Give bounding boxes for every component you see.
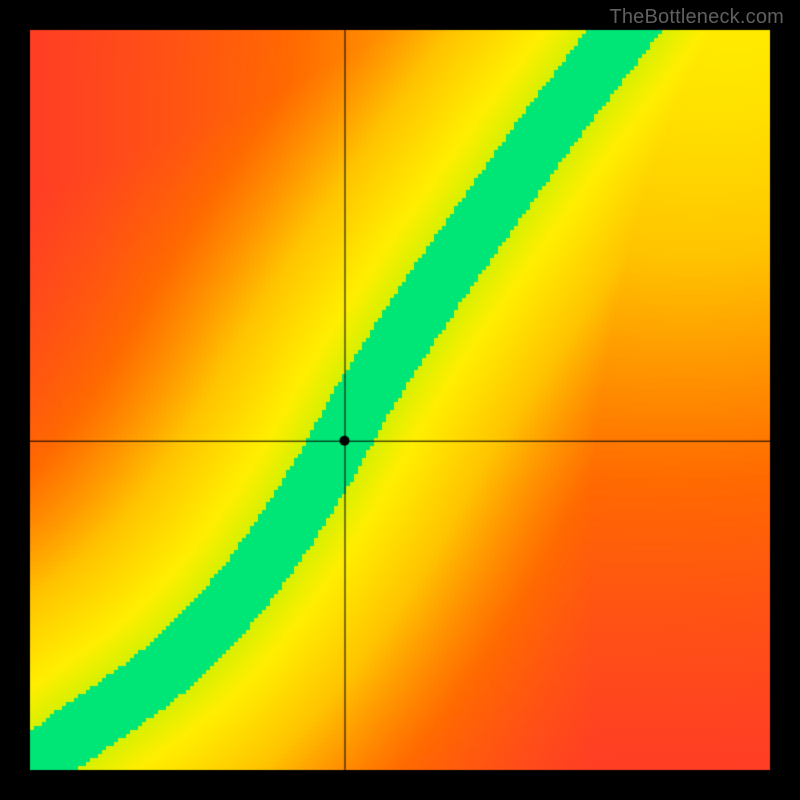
bottleneck-heatmap-canvas xyxy=(0,0,800,800)
chart-container: TheBottleneck.com xyxy=(0,0,800,800)
watermark-text: TheBottleneck.com xyxy=(609,6,784,29)
